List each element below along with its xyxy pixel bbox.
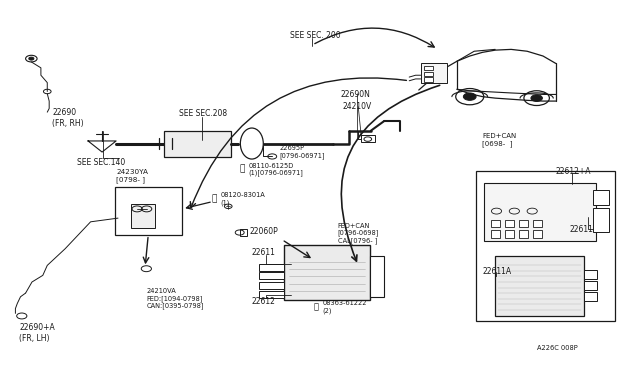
Text: 22611: 22611 — [252, 248, 276, 257]
Circle shape — [29, 57, 34, 60]
Circle shape — [531, 95, 542, 102]
Bar — [476, 171, 615, 321]
Text: 22060P: 22060P — [250, 227, 278, 236]
Polygon shape — [88, 141, 116, 152]
Text: 22612: 22612 — [252, 297, 276, 306]
Text: Ⓢ: Ⓢ — [314, 302, 319, 312]
Bar — [484, 183, 596, 241]
Bar — [491, 230, 500, 238]
Bar — [495, 256, 584, 316]
Bar — [164, 131, 231, 157]
Bar — [131, 204, 155, 228]
Bar — [491, 220, 500, 227]
Text: A226C 008P: A226C 008P — [537, 345, 577, 351]
Bar — [505, 220, 514, 227]
Bar — [240, 229, 247, 236]
Bar — [115, 187, 182, 235]
Bar — [424, 77, 433, 81]
Text: FED+CAN
[0698-  ]: FED+CAN [0698- ] — [483, 133, 516, 147]
Bar — [284, 245, 370, 300]
Bar — [259, 264, 284, 271]
Text: 22612+A: 22612+A — [556, 167, 591, 176]
Text: SEE SEC. 200: SEE SEC. 200 — [290, 31, 340, 40]
Text: 22611A: 22611A — [483, 267, 511, 276]
Text: 22690+A
(FR, LH): 22690+A (FR, LH) — [19, 323, 55, 343]
Bar — [370, 256, 384, 297]
Bar — [584, 281, 597, 290]
Bar — [584, 292, 597, 301]
Bar — [362, 135, 376, 142]
Bar — [505, 230, 514, 238]
Text: Ⓑ: Ⓑ — [212, 194, 217, 203]
Bar — [519, 220, 528, 227]
Text: 08363-61222
(2): 08363-61222 (2) — [323, 300, 367, 314]
Text: 22695P
[0796-06971]: 22695P [0796-06971] — [279, 145, 324, 158]
Text: 24210VA
FED:[1094-0798]
CAN:[0395-0798]: 24210VA FED:[1094-0798] CAN:[0395-0798] — [147, 288, 204, 310]
Bar — [424, 66, 433, 70]
Text: 22611: 22611 — [570, 225, 594, 234]
Text: 08110-6125D
(1)[0796-06971]: 08110-6125D (1)[0796-06971] — [248, 163, 303, 176]
Bar — [259, 272, 284, 279]
Bar — [533, 220, 541, 227]
Text: 24210V: 24210V — [342, 102, 372, 111]
Ellipse shape — [241, 128, 263, 159]
Text: 08120-8301A
(1): 08120-8301A (1) — [221, 192, 266, 206]
Text: FED+CAN
[0796-0698]
CAL[0796- ]: FED+CAN [0796-0698] CAL[0796- ] — [338, 222, 380, 244]
Bar — [259, 291, 284, 298]
Text: 22690
(FR, RH): 22690 (FR, RH) — [52, 109, 84, 128]
Text: SEE SEC.208: SEE SEC.208 — [179, 109, 227, 118]
Bar — [424, 71, 433, 76]
Bar — [259, 282, 284, 289]
Bar — [593, 190, 609, 205]
Bar — [519, 230, 528, 238]
Circle shape — [463, 93, 476, 100]
Bar — [533, 230, 541, 238]
Text: 22690N: 22690N — [340, 90, 371, 99]
Bar — [584, 270, 597, 279]
Bar — [593, 208, 609, 232]
Bar — [420, 63, 447, 83]
Text: SEE SEC.140: SEE SEC.140 — [77, 158, 125, 167]
Text: 24230YA
[0798- ]: 24230YA [0798- ] — [116, 169, 148, 183]
Text: Ⓑ: Ⓑ — [239, 164, 245, 173]
